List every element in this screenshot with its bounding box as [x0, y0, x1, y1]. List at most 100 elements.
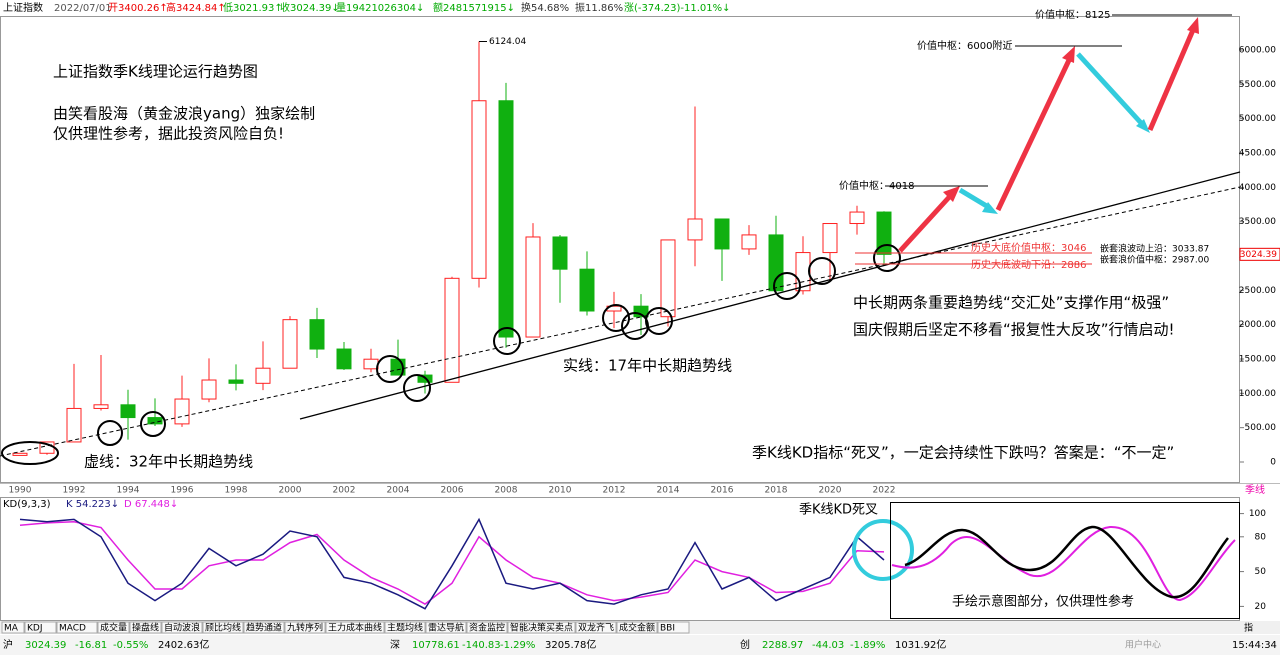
candle-body	[66, 407, 82, 443]
change: 涨(-374.23)-11.01%↓	[624, 2, 731, 14]
x-tick-label: 1994	[117, 486, 140, 496]
toolbar-tab-label: 资金监控	[469, 622, 505, 634]
clock: 15:44:34	[1232, 640, 1277, 651]
line1: 中长期两条重要趋势线“交汇处”支撑作用“极强”	[853, 294, 1169, 312]
title: 上证指数季K线理论运行趋势图	[53, 63, 258, 81]
main-chart: 0500.001000.001500.002000.002500.003000.…	[9, 37, 1280, 496]
status-item: 2402.63亿	[158, 638, 209, 651]
toolbar-tab[interactable]	[129, 621, 162, 634]
toolbar-tab-label: 成交量	[100, 622, 127, 634]
y-tick-label: 6000.00	[1239, 46, 1276, 56]
candle-body	[822, 223, 838, 254]
dashed-trendline	[0, 186, 1241, 457]
turnover: 换54.68%	[521, 1, 569, 14]
status-item: -140.83	[462, 640, 501, 651]
user-center[interactable]: 用户中心	[1125, 639, 1161, 651]
x-tick-label: 2012	[603, 486, 626, 496]
candle-body	[687, 218, 703, 241]
status-item: 3024.39	[25, 640, 66, 651]
toolbar-tab[interactable]	[56, 621, 98, 634]
x-tick-label: 2010	[549, 486, 572, 496]
toolbar-tab[interactable]	[384, 621, 426, 634]
toolbar-tab[interactable]	[97, 621, 130, 634]
candle-body	[633, 305, 649, 318]
toolbar-tab[interactable]	[202, 621, 244, 634]
status-item: 深	[390, 639, 400, 651]
line2: 国庆假期后坚定不移看“报复性大反攻”行情启动!	[853, 321, 1175, 339]
x-tick-label: 2002	[333, 486, 356, 496]
disclaimer: 仅供理性参考，据此投资风险自负!	[53, 125, 284, 143]
x-tick-label: 1998	[225, 486, 248, 496]
candle-body	[174, 398, 190, 425]
status-item: 1031.92亿	[895, 638, 946, 651]
toolbar-tab-label: MA	[4, 624, 19, 634]
date: 2022/07/01	[54, 3, 112, 14]
nest-center: 嵌套浪价值中枢：2987.00	[1100, 254, 1209, 266]
candle-body	[444, 277, 460, 383]
hand-drawn-label: 手绘示意图部分，仅供理性参考	[952, 594, 1134, 610]
y-tick-label: 4500.00	[1239, 149, 1276, 159]
candle-body	[471, 100, 487, 279]
solid-line-label: 实线：17年中长期趋势线	[563, 357, 732, 375]
x-tick-label: 1996	[171, 486, 194, 496]
value-center-lines	[885, 14, 1232, 187]
toolbar-tab[interactable]	[575, 621, 617, 634]
toolbar-tab[interactable]	[161, 621, 203, 634]
author: 由笑看股海（黄金波浪yang）独家绘制	[53, 105, 315, 123]
candle-body	[336, 348, 352, 370]
x-tick-label: 2006	[441, 486, 464, 496]
dashed-line-label: 虚线：32年中长期趋势线	[84, 453, 253, 471]
toolbar-tab[interactable]	[466, 621, 508, 634]
y-tick-label: 2000.00	[1239, 320, 1276, 330]
toolbar-tab[interactable]	[616, 621, 658, 634]
toolbar-tab[interactable]	[24, 621, 57, 634]
center-4018: 价值中枢：4018	[839, 179, 914, 192]
candle-body	[741, 234, 757, 250]
kd-tick-label: 80	[1255, 532, 1267, 542]
candle-body	[552, 236, 568, 270]
toolbar-tab-label: 趋势通道	[246, 622, 282, 634]
x-tick-label: 1990	[9, 486, 32, 496]
amount: 额2481571915↓	[433, 1, 515, 14]
candle-body	[525, 236, 541, 338]
kd-tick-label: 100	[1249, 509, 1266, 519]
candle-body	[12, 452, 28, 456]
center-6000: 价值中枢：6000附近	[917, 39, 1012, 52]
status-item: -44.03	[812, 640, 844, 651]
toolbar-tab[interactable]	[1, 621, 25, 634]
x-tick-label: 1992	[63, 486, 86, 496]
toolbar-tab[interactable]	[284, 621, 326, 634]
status-item: -1.29%	[500, 640, 535, 651]
candle-body	[714, 218, 730, 250]
status-item: 2288.97	[762, 640, 803, 651]
candle-body	[201, 379, 217, 400]
toolbar-tab[interactable]	[243, 621, 285, 634]
status-item: -1.89%	[850, 640, 885, 651]
y-tick-label: 3500.00	[1239, 217, 1276, 227]
y-tick-label: 4000.00	[1239, 183, 1276, 193]
x-tick-label: 2018	[765, 486, 788, 496]
peak-label: 6124.04	[489, 37, 526, 47]
hand-drawn-box	[890, 502, 1240, 619]
kd-line-k	[19, 517, 885, 610]
period: 季线	[1245, 483, 1265, 496]
volume: 量19421026304↓	[336, 2, 424, 14]
low: 低3021.93↑	[223, 1, 283, 14]
toolbar-tab-label: 王力成本曲线	[328, 622, 382, 634]
status-item: -0.55%	[113, 640, 148, 651]
toolbar-tab-label: 双龙齐飞	[578, 622, 614, 634]
kd-line-d	[19, 520, 885, 605]
toolbar-tab[interactable]	[325, 621, 385, 634]
k-label: K 54.223↓	[66, 499, 119, 510]
bottom-center: 历史大底价值中枢：3046	[971, 241, 1086, 254]
circles	[1, 244, 901, 465]
toolbar-tab[interactable]	[507, 621, 576, 634]
toolbar-tab-label: 智能决策买卖点	[510, 622, 573, 634]
toolbar-tab[interactable]	[657, 621, 690, 634]
candle-body	[309, 319, 325, 350]
toolbar-right: 指	[1244, 622, 1253, 634]
toolbar-tab[interactable]	[425, 621, 467, 634]
toolbar-tab-label: 雷达导航	[428, 622, 464, 634]
